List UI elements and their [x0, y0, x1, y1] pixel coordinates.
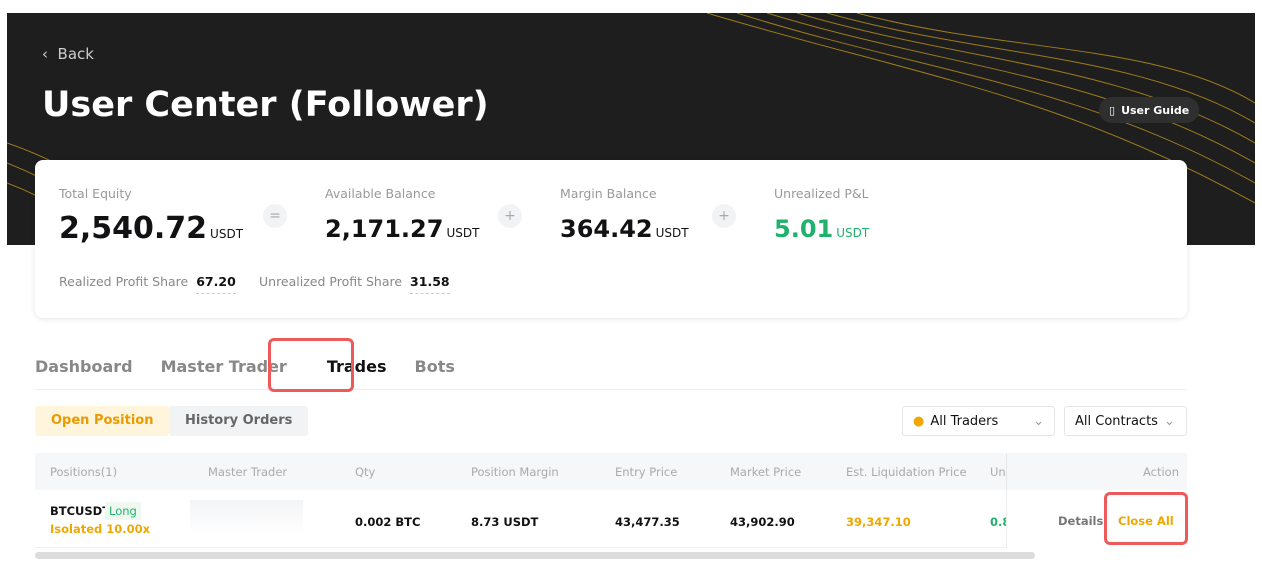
traders-select[interactable]: ● All Traders ⌄ [902, 406, 1055, 436]
master-trader-avatar-blurred [190, 500, 303, 534]
action-column-header: Action [1142, 465, 1179, 479]
close-all-button[interactable]: Close All [1118, 514, 1174, 528]
chevron-left-icon: ‹ [42, 45, 58, 63]
tab-dashboard[interactable]: Dashboard [35, 357, 133, 376]
column-divider [1006, 453, 1007, 490]
details-link[interactable]: Details [1058, 514, 1104, 528]
trader-avatar-icon: ● [913, 413, 925, 429]
chevron-down-icon: ⌄ [1163, 413, 1175, 429]
main-tabs: Dashboard Master Trader Trades Bots [35, 345, 1187, 390]
subtab-open-position[interactable]: Open Position [35, 406, 170, 436]
back-button[interactable]: ‹ Back [42, 45, 94, 63]
plus-icon: + [712, 204, 736, 228]
tab-bots[interactable]: Bots [414, 357, 455, 376]
subtab-history-orders[interactable]: History Orders [169, 406, 309, 436]
table-header: Positions(1) Master Trader Qty Position … [35, 453, 1187, 490]
highlight-box [1104, 492, 1188, 545]
unrealized-profit-share: Unrealized Profit Share 31.58 [259, 274, 450, 294]
realized-profit-share: Realized Profit Share 67.20 [59, 274, 236, 294]
highlight-box [268, 338, 354, 392]
horizontal-scrollbar[interactable] [35, 552, 1035, 559]
book-icon: ▯ [1109, 103, 1116, 117]
tab-master-trader[interactable]: Master Trader [160, 357, 287, 376]
sticky-action-column [1006, 490, 1187, 548]
decorative-waves [7, 13, 1255, 245]
chevron-down-icon: ⌄ [1033, 413, 1044, 429]
table-row: BTCUSDT Long Isolated 10.00x 0.002 BTC 8… [35, 490, 1187, 548]
unrealized-pnl: Unrealized P&L 5.01 USDT [774, 186, 870, 243]
contracts-select[interactable]: All Contracts ⌄ [1064, 406, 1187, 436]
summary-card: Total Equity 2,540.72 USDT = Available Ba… [35, 160, 1187, 318]
margin-balance: Margin Balance 364.42 USDT [560, 186, 689, 243]
user-guide-button[interactable]: ▯ User Guide [1099, 97, 1200, 123]
equals-icon: = [263, 204, 287, 228]
page-title: User Center (Follower) [42, 85, 489, 125]
total-equity: Total Equity 2,540.72 USDT [59, 186, 244, 246]
plus-icon: + [498, 204, 522, 228]
available-balance: Available Balance 2,171.27 USDT [325, 186, 480, 243]
tab-trades[interactable]: Trades [326, 357, 387, 376]
